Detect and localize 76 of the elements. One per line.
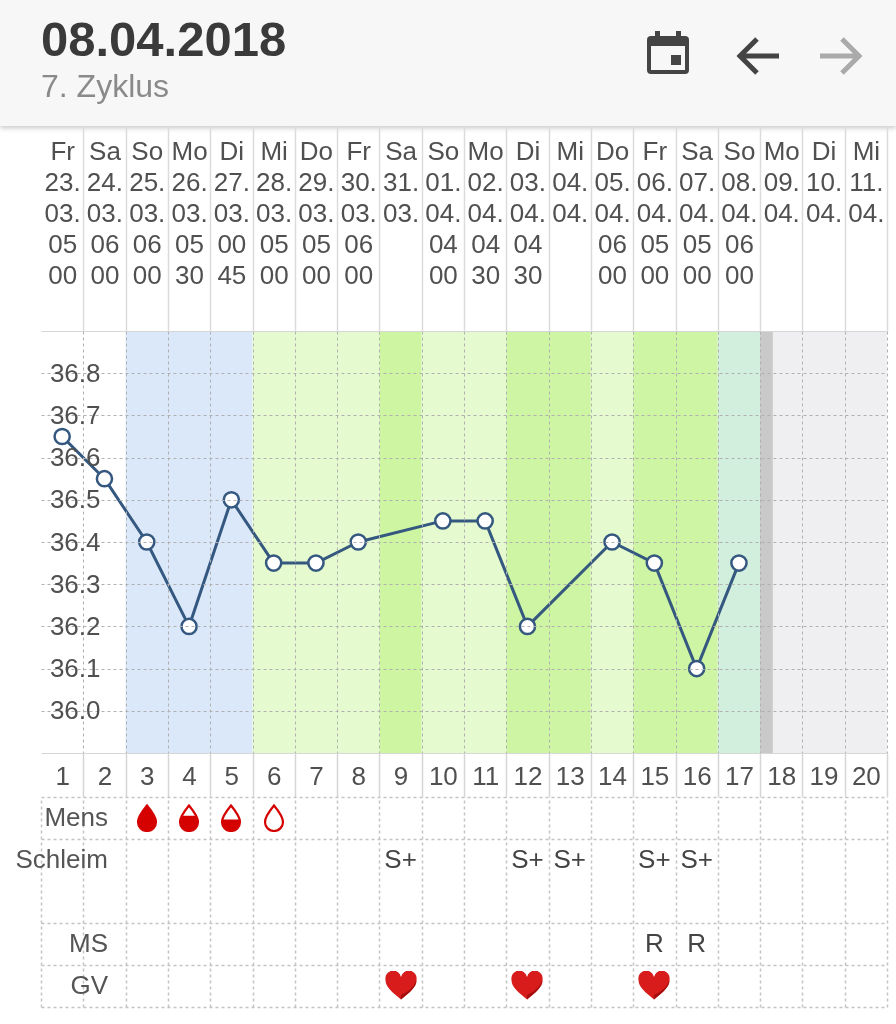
x2-tick-label: So 01. 04. 04 00 [425, 135, 462, 290]
x2-tick-label: Mo 26. 03. 05 30 [171, 135, 208, 290]
x-tick-label: 7 [309, 760, 324, 791]
x-tick-label: 8 [351, 760, 366, 791]
x2-tick-label: Mi 11. 04. [848, 135, 885, 228]
point [53, 427, 71, 446]
point [518, 617, 537, 636]
x2-tick-label: Fr 30. 03. 06 00 [340, 135, 377, 290]
point [730, 554, 748, 572]
x2-tick-label: Mi 04. 04. [552, 135, 589, 228]
x-tick-label: 17 [724, 760, 754, 791]
y-tick-label: 36.7 [49, 399, 101, 430]
x2-tick-label: Fr 23. 03. 05 00 [44, 135, 81, 290]
y-tick-label: 36.8 [49, 357, 101, 388]
point [349, 533, 368, 551]
x-tick-label: 15 [640, 760, 670, 791]
x-tick-label: 6 [266, 760, 282, 791]
x2-tick-label: Di 27. 03. 00 45 [213, 135, 250, 290]
text: S+ [638, 844, 671, 874]
x-tick-label: 12 [513, 760, 543, 791]
text: S+ [511, 844, 544, 874]
point [222, 490, 241, 509]
category-label: GV [70, 970, 108, 1000]
text: R [687, 928, 707, 958]
x-tick-label: 16 [682, 760, 712, 791]
y-tick-label: 36.2 [49, 610, 101, 641]
text: S+ [680, 844, 713, 874]
x-tick-label: 3 [140, 760, 155, 791]
x2-tick-label: Mo 09. 04. [763, 135, 800, 228]
point [687, 659, 706, 678]
x-tick-label: 4 [182, 760, 197, 791]
x2-tick-label: Do 29. 03. 05 00 [298, 135, 335, 290]
x2-tick-label: Fr 06. 04. 05 00 [636, 135, 673, 290]
category-label: MS [69, 928, 108, 958]
x2-tick-label: So 08. 04. 06 00 [721, 135, 758, 290]
x2-tick-label: Do 05. 04. 06 00 [594, 135, 631, 290]
category-label: Mens [44, 802, 108, 832]
x-tick-label: 20 [851, 760, 881, 791]
chart-title: 08.04.2018 [41, 12, 287, 67]
x2-tick-label: Sa 31. 03. [382, 135, 420, 228]
x-tick-label: 1 [55, 760, 70, 791]
text: S+ [553, 844, 587, 874]
point [95, 469, 114, 488]
text: R [644, 928, 664, 958]
point [180, 617, 198, 636]
x-tick-label: 11 [472, 760, 500, 791]
point [137, 533, 156, 551]
point [434, 512, 452, 530]
point [603, 533, 621, 551]
x-tick-label: 5 [224, 760, 240, 791]
text: S+ [384, 844, 417, 874]
x-tick-label: 10 [428, 760, 458, 791]
y-tick-label: 36.4 [49, 526, 101, 557]
x-tick-label: 9 [393, 760, 409, 791]
x-tick-label: 2 [97, 760, 113, 791]
x2-tick-label: Di 03. 04. 04 30 [509, 135, 547, 290]
y-tick-label: 36.3 [49, 568, 101, 599]
x-tick-label: 13 [555, 760, 585, 791]
y-tick-label: 36.1 [49, 653, 101, 684]
point [476, 512, 494, 530]
x-tick-label: 14 [598, 760, 628, 791]
x-tick-label: 19 [809, 760, 839, 791]
x2-tick-label: Mi 28. 03. 05 00 [256, 135, 293, 290]
x2-tick-label: Di 10. 04. [805, 135, 843, 228]
x2-tick-label: So 25. 03. 06 00 [129, 135, 166, 290]
chart-subtitle: 7. Zyklus [41, 68, 170, 105]
x2-tick-label: Mo 02. 04. 04 30 [467, 135, 504, 290]
y-tick-label: 36.5 [49, 484, 101, 515]
point [307, 554, 325, 572]
point [264, 554, 283, 572]
category-label: Schleim [15, 844, 108, 874]
y-tick-label: 36.0 [49, 695, 101, 726]
point [645, 554, 664, 572]
x2-tick-label: Sa 07. 04. 05 00 [679, 135, 716, 290]
x2-tick-label: Sa 24. 03. 06 00 [86, 135, 124, 290]
x-tick-label: 18 [767, 760, 797, 791]
